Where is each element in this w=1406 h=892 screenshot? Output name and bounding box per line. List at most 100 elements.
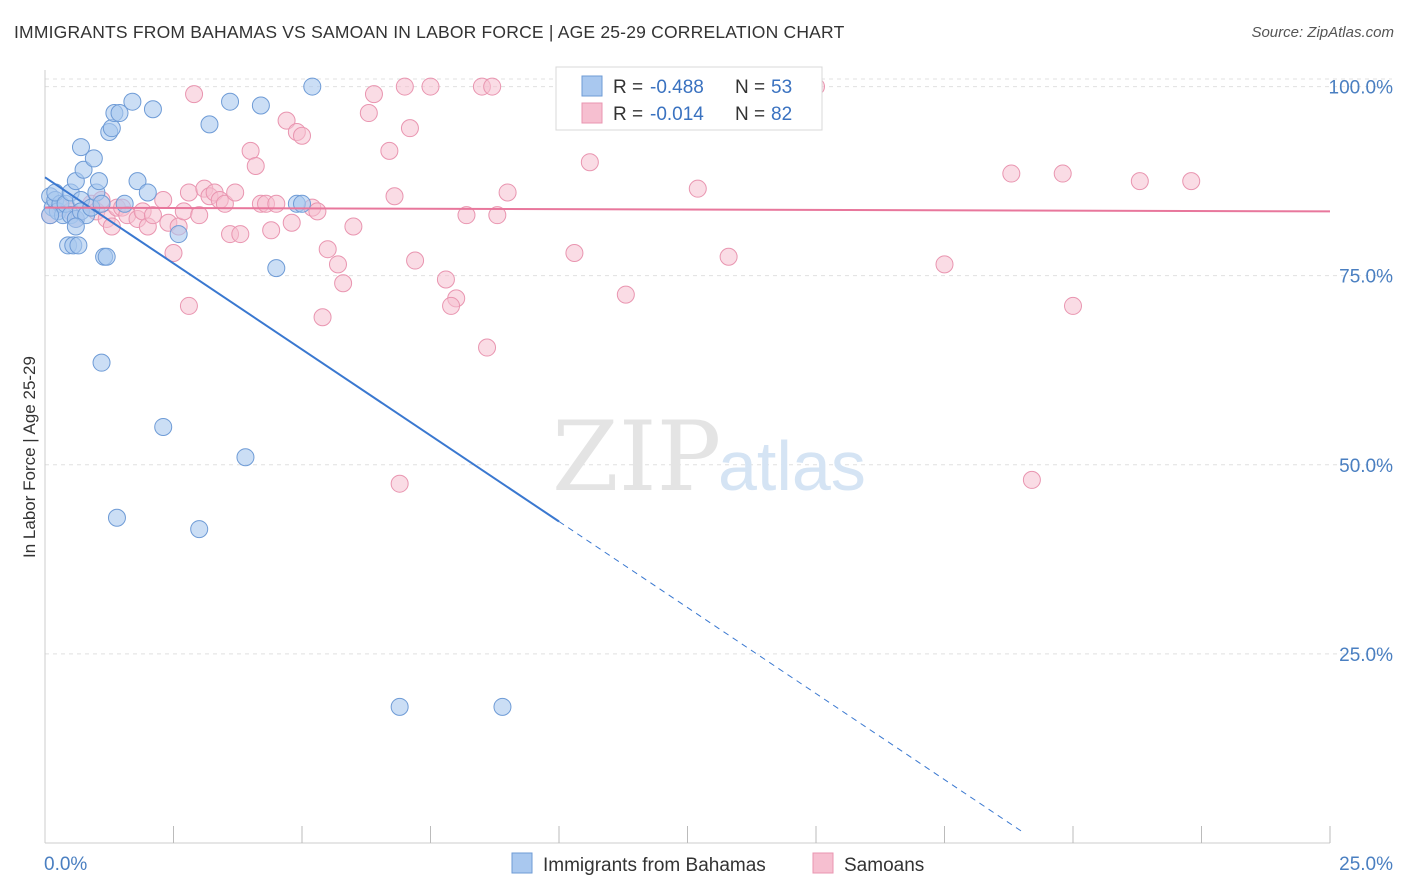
bahamas-point-28 xyxy=(89,172,108,191)
samoans-point-62 xyxy=(478,338,497,357)
samoans-point-40 xyxy=(293,126,311,145)
bahamas-point-45 xyxy=(267,259,286,278)
samoans-point-37 xyxy=(277,111,296,130)
bahamas-point-46 xyxy=(92,353,111,372)
series-legend-swatch-samoans xyxy=(812,852,834,874)
legend-r-label-bahamas: R = xyxy=(613,77,643,98)
samoans-point-43 xyxy=(318,240,337,259)
bahamas-point-40 xyxy=(221,92,240,111)
trend-lines xyxy=(44,176,1331,832)
legend-r-label-samoans: R = xyxy=(613,104,643,125)
bahamas-point-22 xyxy=(69,236,88,255)
samoans-point-68 xyxy=(616,285,635,304)
samoans-point-18 xyxy=(164,243,183,262)
samoans-point-66 xyxy=(565,243,584,262)
bahamas-point-50 xyxy=(190,520,209,539)
bahamas-points xyxy=(41,77,512,716)
bahamas-point-42 xyxy=(303,77,322,96)
bahamas-point-49 xyxy=(107,508,126,527)
samoans-point-36 xyxy=(267,194,286,213)
bahamas-point-38 xyxy=(138,183,157,202)
y-tick-label-75: 75.0% xyxy=(1339,267,1393,288)
samoans-point-44 xyxy=(328,255,347,274)
samoans-point-69 xyxy=(688,179,707,198)
samoans-point-81 xyxy=(364,85,383,104)
bahamas-point-35 xyxy=(143,100,162,119)
samoans-point-78 xyxy=(1182,172,1201,191)
samoans-point-29 xyxy=(226,183,245,202)
samoans-point-60 xyxy=(483,77,502,96)
bahamas-point-52 xyxy=(493,697,512,716)
samoans-point-15 xyxy=(143,206,162,225)
bahamas-point-6 xyxy=(41,206,60,225)
legend-swatch-bahamas xyxy=(581,75,603,97)
samoans-point-74 xyxy=(1002,164,1021,183)
samoans-point-76 xyxy=(1064,296,1082,315)
bahamas-point-26 xyxy=(74,160,93,179)
bahamas-point-48 xyxy=(236,448,255,467)
samoans-point-63 xyxy=(442,296,461,315)
samoans-point-49 xyxy=(380,141,399,160)
samoans-trend-line xyxy=(44,206,1331,213)
bahamas-point-39 xyxy=(200,115,219,134)
samoans-point-52 xyxy=(400,119,419,138)
bahamas-point-21 xyxy=(66,217,85,236)
bahamas-point-24 xyxy=(97,247,116,266)
chart-title: IMMIGRANTS FROM BAHAMAS VS SAMOAN IN LAB… xyxy=(14,22,845,42)
y-tick-label-100: 100.0% xyxy=(1329,78,1394,99)
samoans-point-47 xyxy=(344,217,363,236)
series-legend-label-samoans: Samoans xyxy=(844,855,924,876)
samoans-point-65 xyxy=(390,474,409,493)
legend-n-label-bahamas: N = xyxy=(735,77,765,98)
samoans-point-59 xyxy=(488,206,507,225)
legend-n-value-samoans: 82 xyxy=(771,104,792,125)
bahamas-trend-extension xyxy=(558,521,1022,832)
samoans-point-16 xyxy=(154,191,173,210)
samoans-point-8 xyxy=(102,217,121,236)
samoans-point-55 xyxy=(436,270,455,289)
legend-n-label-samoans: N = xyxy=(735,104,765,125)
samoans-point-67 xyxy=(580,153,599,172)
samoans-point-73 xyxy=(935,255,954,274)
bahamas-point-18 xyxy=(92,194,111,213)
samoans-point-46 xyxy=(313,308,332,327)
legend-r-value-bahamas: -0.488 xyxy=(650,77,704,98)
samoans-point-70 xyxy=(719,247,738,266)
bahamas-point-34 xyxy=(115,194,134,213)
samoans-point-54 xyxy=(421,77,440,96)
x-tick-label-max: 25.0% xyxy=(1339,854,1393,875)
bahamas-point-36 xyxy=(169,225,188,244)
samoans-point-42 xyxy=(308,202,327,221)
samoans-point-53 xyxy=(406,251,425,270)
samoans-point-57 xyxy=(457,206,476,225)
samoans-point-51 xyxy=(395,77,414,96)
watermark-zip: ZIP xyxy=(552,401,721,513)
samoans-point-61 xyxy=(498,183,517,202)
y-tick-label-25: 25.0% xyxy=(1339,645,1393,666)
bahamas-point-33 xyxy=(123,92,142,111)
samoans-point-48 xyxy=(359,104,378,123)
y-tick-labels: 25.0% 50.0% 75.0% 100.0% xyxy=(1329,78,1394,666)
samoans-point-77 xyxy=(1130,172,1149,191)
y-axis-label: In Labor Force | Age 25-29 xyxy=(20,356,39,558)
legend-n-value-bahamas: 53 xyxy=(771,77,792,98)
y-tick-label-50: 50.0% xyxy=(1339,456,1393,477)
watermark: ZIP atlas xyxy=(552,401,866,513)
samoans-point-21 xyxy=(179,183,198,202)
bahamas-point-25 xyxy=(71,138,90,157)
samoans-point-75 xyxy=(1053,164,1072,183)
samoans-point-64 xyxy=(179,296,198,315)
series-legend-label-bahamas: Immigrants from Bahamas xyxy=(543,855,766,876)
watermark-atlas: atlas xyxy=(718,427,866,505)
bahamas-point-47 xyxy=(154,417,173,436)
samoans-point-50 xyxy=(385,187,404,206)
samoans-point-80 xyxy=(185,85,204,104)
chart-source: Source: ZipAtlas.com xyxy=(1251,24,1394,41)
bahamas-point-30 xyxy=(102,119,121,138)
samoans-point-35 xyxy=(262,221,281,240)
samoans-point-22 xyxy=(190,206,209,225)
bahamas-point-27 xyxy=(84,149,103,168)
samoans-point-38 xyxy=(282,213,301,232)
bahamas-point-51 xyxy=(390,697,409,716)
samoans-point-20 xyxy=(174,202,193,221)
